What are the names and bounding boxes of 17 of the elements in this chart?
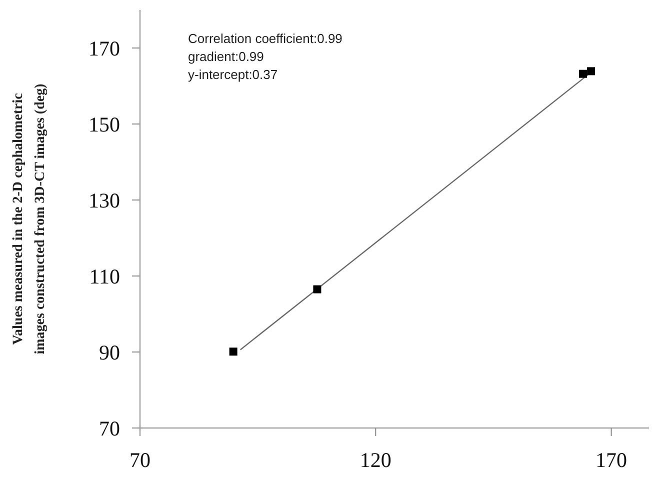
point	[229, 348, 238, 356]
y-tick-label: 150	[88, 112, 120, 136]
x-tick-label: 70	[130, 448, 150, 472]
point	[313, 285, 322, 294]
y-axis-title: Values measured in the 2-D cephalometric images constructed from 3D-CT images (deg)	[11, 83, 48, 354]
y-tick-label: 90	[99, 340, 120, 364]
y-tick-label: 70	[99, 416, 120, 440]
point	[587, 67, 596, 76]
y-tick-label: 130	[88, 188, 120, 212]
annotation: Correlation coefficient:0.99	[188, 30, 342, 48]
annotation: y-intercept:0.37	[188, 66, 279, 84]
y-tick-label: 170	[88, 36, 120, 60]
annotation: gradient:0.99	[188, 48, 265, 66]
x-tick-label: 170	[596, 448, 628, 472]
point	[579, 70, 588, 78]
y-tick-label: 110	[89, 264, 120, 288]
x-tick-label: 120	[360, 448, 392, 472]
